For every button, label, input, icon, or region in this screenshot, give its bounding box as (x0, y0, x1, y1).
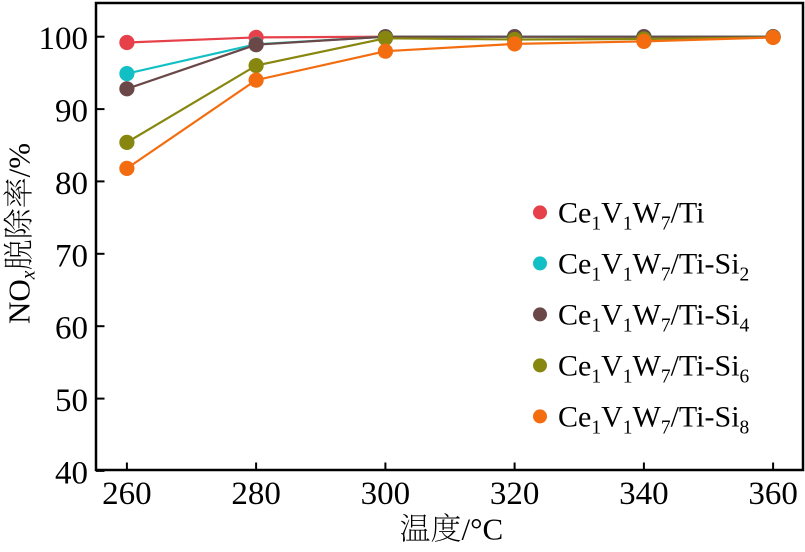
svg-text:40: 40 (55, 455, 88, 491)
svg-text:NO: NO (2, 279, 37, 324)
svg-text:100: 100 (39, 21, 89, 57)
svg-text:x: x (19, 270, 40, 280)
svg-text:70: 70 (55, 238, 88, 274)
svg-text:80: 80 (55, 166, 88, 202)
svg-text:/°C: /°C (462, 512, 504, 547)
svg-text:260: 260 (102, 476, 152, 512)
svg-text:50: 50 (55, 383, 88, 419)
svg-text:340: 340 (619, 476, 669, 512)
svg-text:Ce1V1W7/Ti-Si2: Ce1V1W7/Ti-Si2 (558, 247, 749, 285)
svg-text:Ce1V1W7/Ti: Ce1V1W7/Ti (558, 196, 705, 234)
svg-text:60: 60 (55, 311, 88, 347)
svg-text:320: 320 (490, 476, 540, 512)
svg-text:Ce1V1W7/Ti-Si6: Ce1V1W7/Ti-Si6 (558, 349, 750, 387)
svg-text:360: 360 (748, 476, 798, 512)
svg-text:Ce1V1W7/Ti-Si8: Ce1V1W7/Ti-Si8 (558, 400, 749, 438)
svg-text:300: 300 (361, 476, 411, 512)
svg-text:90: 90 (55, 94, 88, 130)
svg-text:/%: /% (2, 143, 37, 177)
svg-text:280: 280 (231, 476, 281, 512)
svg-text:Ce1V1W7/Ti-Si4: Ce1V1W7/Ti-Si4 (558, 298, 750, 336)
